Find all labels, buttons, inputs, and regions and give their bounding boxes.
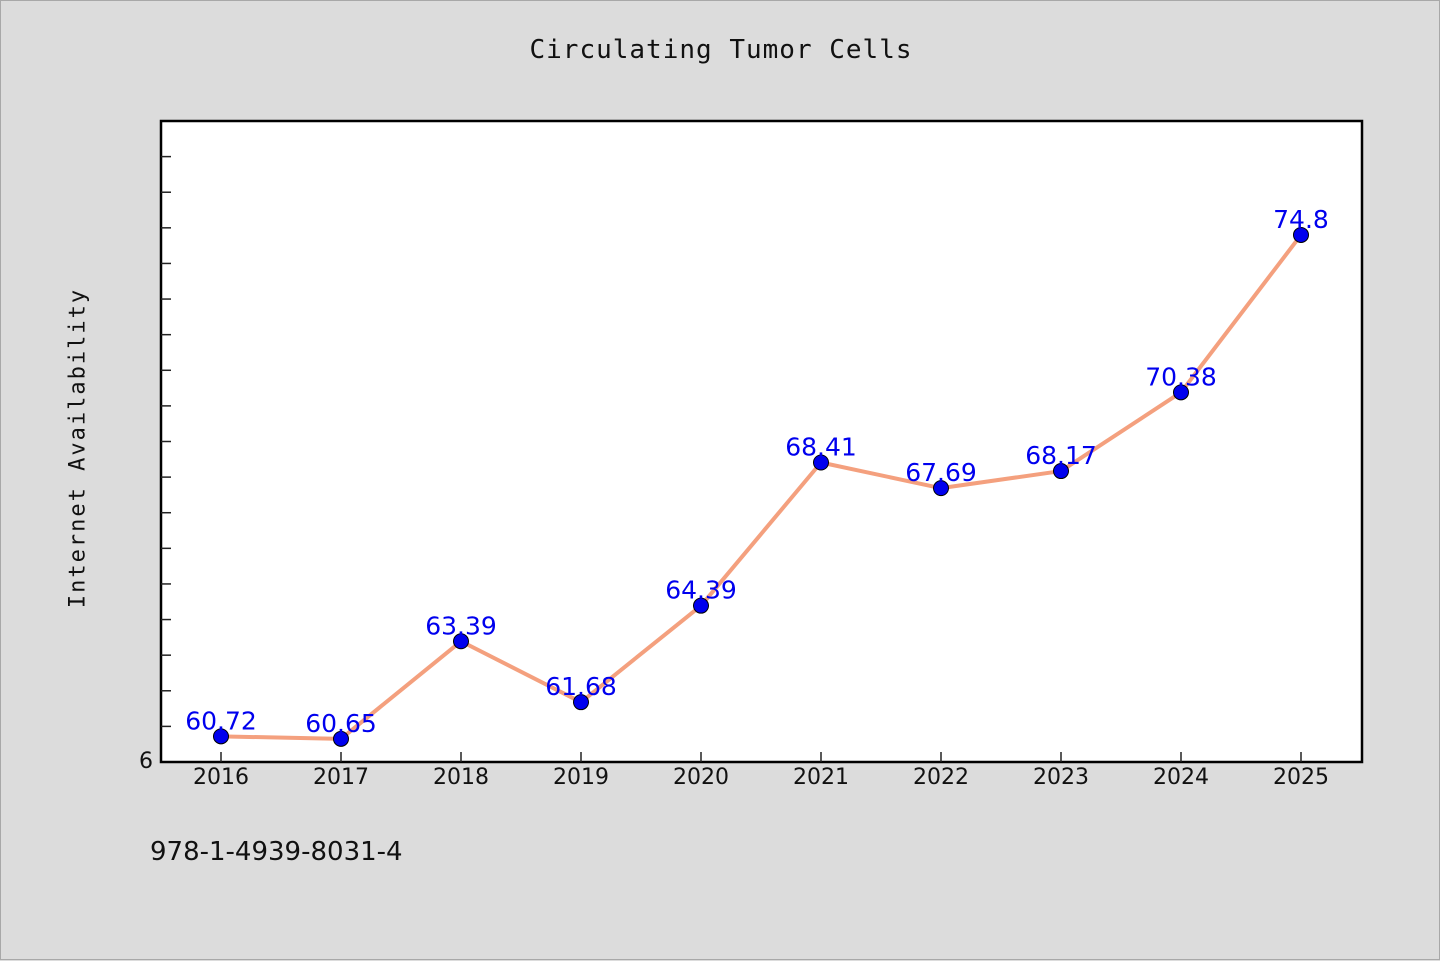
data-label: 63.39 <box>425 611 497 640</box>
y-tick-label: 6 <box>139 749 153 774</box>
data-point <box>213 728 229 745</box>
x-tick-label: 2025 <box>1273 765 1329 790</box>
x-tick-label: 2018 <box>433 765 489 790</box>
data-point <box>933 480 949 497</box>
data-label: 68.17 <box>1025 441 1097 470</box>
x-tick-label: 2017 <box>313 765 369 790</box>
data-label: 70.38 <box>1145 362 1217 391</box>
chart-title: Circulating Tumor Cells <box>529 35 913 65</box>
data-point <box>453 633 469 650</box>
x-tick-label: 2021 <box>793 765 849 790</box>
x-tick-label: 2022 <box>913 765 969 790</box>
series-line <box>220 233 1303 741</box>
data-point <box>813 454 829 471</box>
data-label: 74.8 <box>1273 205 1329 234</box>
data-point <box>1053 463 1069 480</box>
data-label: 60.65 <box>305 709 377 738</box>
data-label: 64.39 <box>665 576 737 605</box>
data-point <box>573 694 589 711</box>
plot-area <box>159 119 1364 764</box>
data-point <box>693 597 709 614</box>
footnote-isbn: 978-1-4939-8031-4 <box>150 837 403 867</box>
x-tick-label: 2016 <box>193 765 249 790</box>
data-point <box>1173 384 1189 401</box>
x-tick-label: 2020 <box>673 765 729 790</box>
x-tick-label: 2024 <box>1153 765 1209 790</box>
data-label: 68.41 <box>785 433 857 462</box>
data-label: 61.68 <box>545 672 617 701</box>
x-tick-label: 2019 <box>553 765 609 790</box>
data-label: 60.72 <box>185 706 257 735</box>
data-label: 67.69 <box>905 458 977 487</box>
x-tick-label: 2023 <box>1033 765 1089 790</box>
data-point <box>333 730 349 747</box>
data-point <box>1293 226 1309 243</box>
